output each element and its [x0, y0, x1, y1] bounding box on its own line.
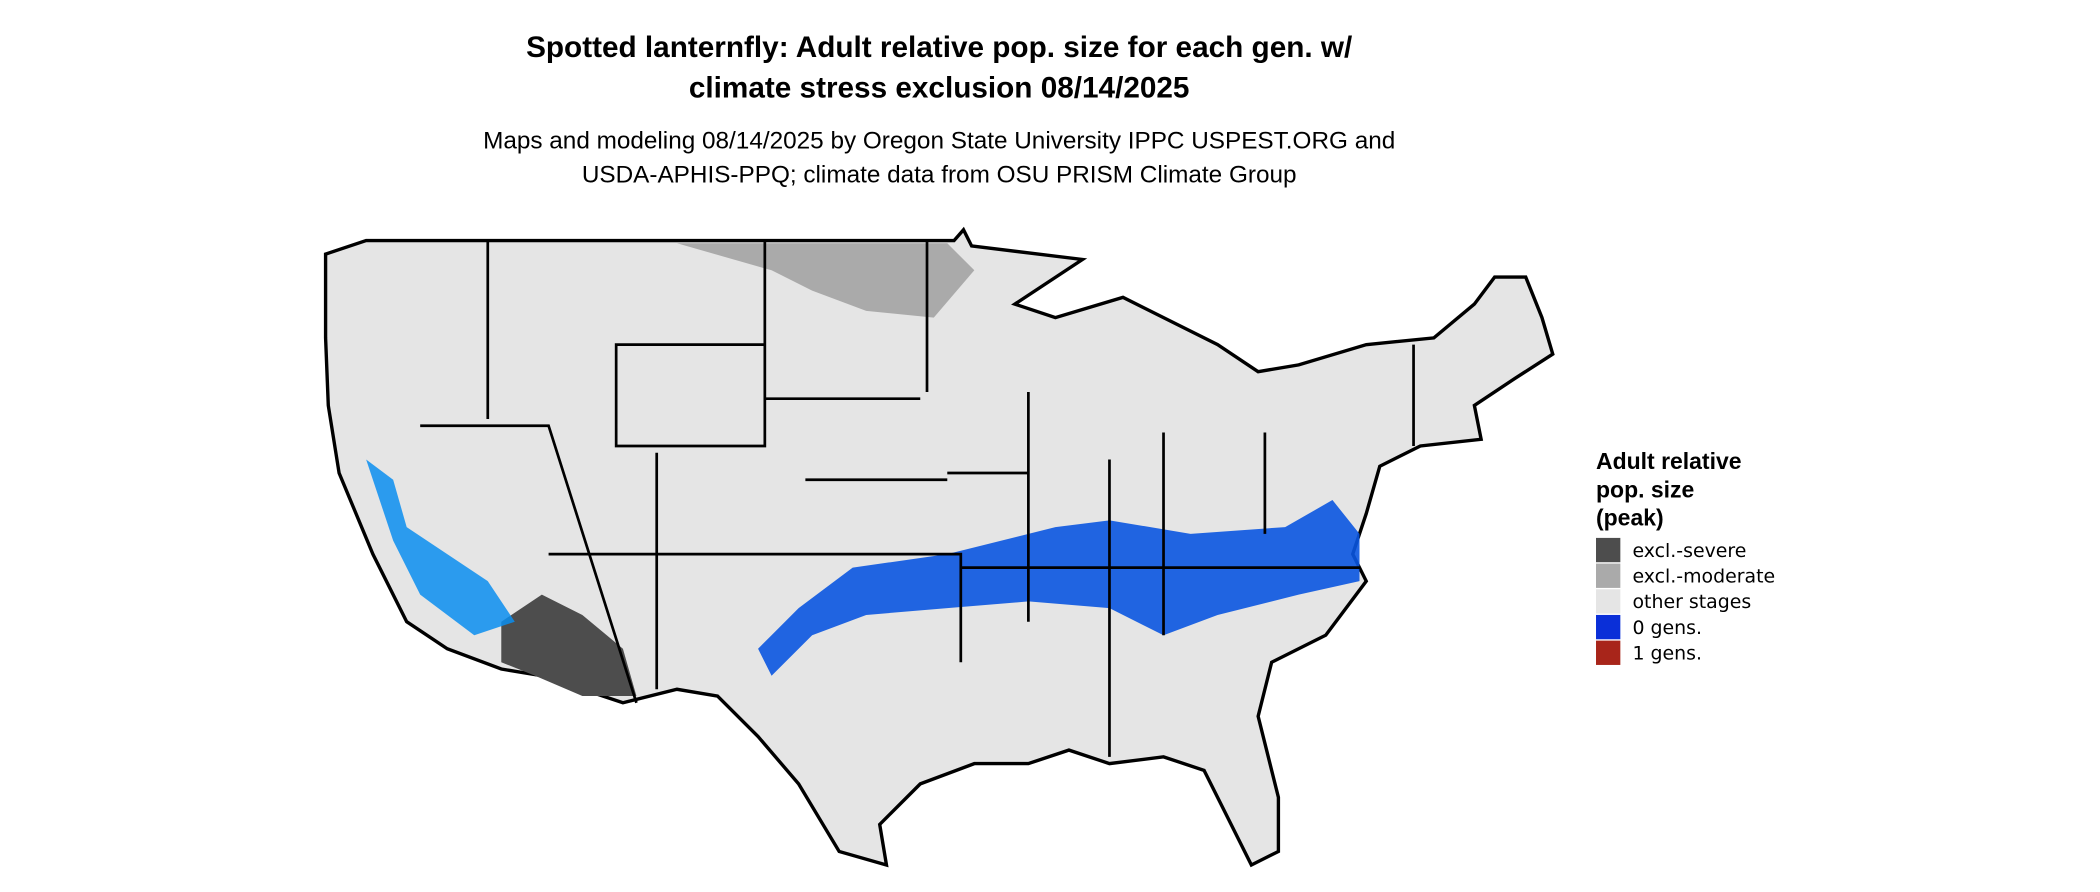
subtitle-line: USDA-APHIS-PPQ; climate data from OSU PR…: [582, 161, 1297, 188]
subtitle-line: Maps and modeling 08/14/2025 by Oregon S…: [483, 128, 1395, 155]
legend-swatch: [1596, 640, 1621, 665]
state-borders: [420, 240, 1415, 757]
legend-swatch: [1596, 614, 1621, 640]
legend-title-line: Adult relative: [1596, 448, 1742, 474]
legend-title-line: pop. size: [1596, 476, 1694, 502]
legend-label: 1 gens.: [1633, 643, 1703, 665]
legend-label: 0 gens.: [1633, 617, 1703, 639]
legend-label: excl.-severe: [1633, 540, 1747, 562]
us-outline: [323, 226, 1555, 868]
excl-severe-area: [501, 594, 637, 697]
us-map: [323, 226, 1555, 868]
zero-gen-west: [366, 459, 515, 636]
legend-swatch: [1596, 563, 1621, 588]
legend-swatch: [1596, 537, 1621, 563]
legend-label: excl.-moderate: [1633, 566, 1776, 588]
title-line: climate stress exclusion 08/14/2025: [689, 71, 1190, 104]
zero-gen-band: [758, 500, 1360, 676]
legend: Adult relative pop. size (peak) excl.-se…: [1596, 448, 1775, 665]
title-line: Spotted lanternfly: Adult relative pop. …: [526, 31, 1352, 64]
legend-swatch: [1596, 589, 1621, 614]
legend-label: other stages: [1633, 591, 1752, 613]
excl-moderate-area: [676, 243, 975, 318]
legend-title-line: (peak): [1596, 505, 1664, 531]
